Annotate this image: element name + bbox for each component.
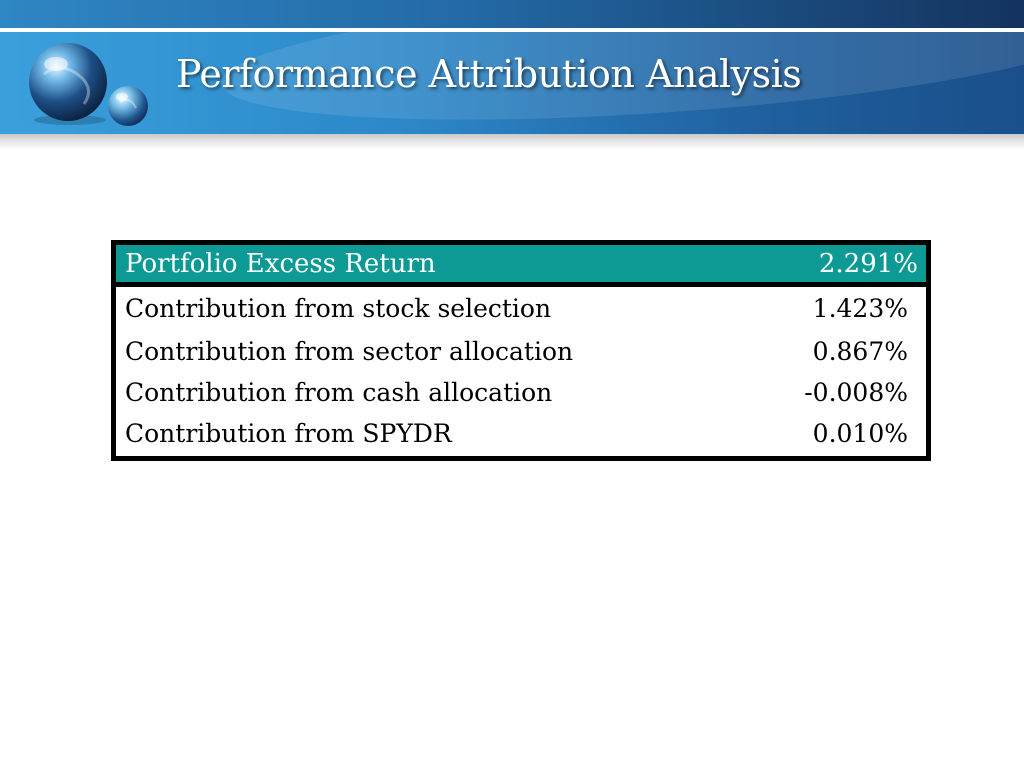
header-label: Portfolio Excess Return xyxy=(125,248,436,279)
row-label: Contribution from sector allocation xyxy=(125,336,574,366)
slide-title: Performance Attribution Analysis xyxy=(176,52,802,96)
row-value: -0.008% xyxy=(804,377,908,407)
row-value: 0.867% xyxy=(812,336,908,366)
table-row: Contribution from stock selection 1.423% xyxy=(116,287,926,329)
header-top-strip xyxy=(0,0,1024,28)
header-shadow xyxy=(0,134,1024,150)
row-label: Contribution from stock selection xyxy=(125,293,552,323)
row-value: 1.423% xyxy=(812,293,908,323)
table-row: Contribution from sector allocation 0.86… xyxy=(116,329,926,373)
header-divider xyxy=(0,28,1024,32)
table-row: Contribution from SPYDR 0.010% xyxy=(116,411,926,456)
table-row: Contribution from cash allocation -0.008… xyxy=(116,373,926,411)
row-value: 0.010% xyxy=(812,419,908,448)
row-label: Contribution from cash allocation xyxy=(125,377,553,407)
attribution-table: Portfolio Excess Return 2.291% Contribut… xyxy=(111,240,931,461)
row-label: Contribution from SPYDR xyxy=(125,419,452,448)
header-value: 2.291% xyxy=(818,248,918,279)
globe-spheres-icon xyxy=(29,43,148,126)
table-header-row: Portfolio Excess Return 2.291% xyxy=(116,245,926,287)
header-banner xyxy=(0,32,1024,134)
